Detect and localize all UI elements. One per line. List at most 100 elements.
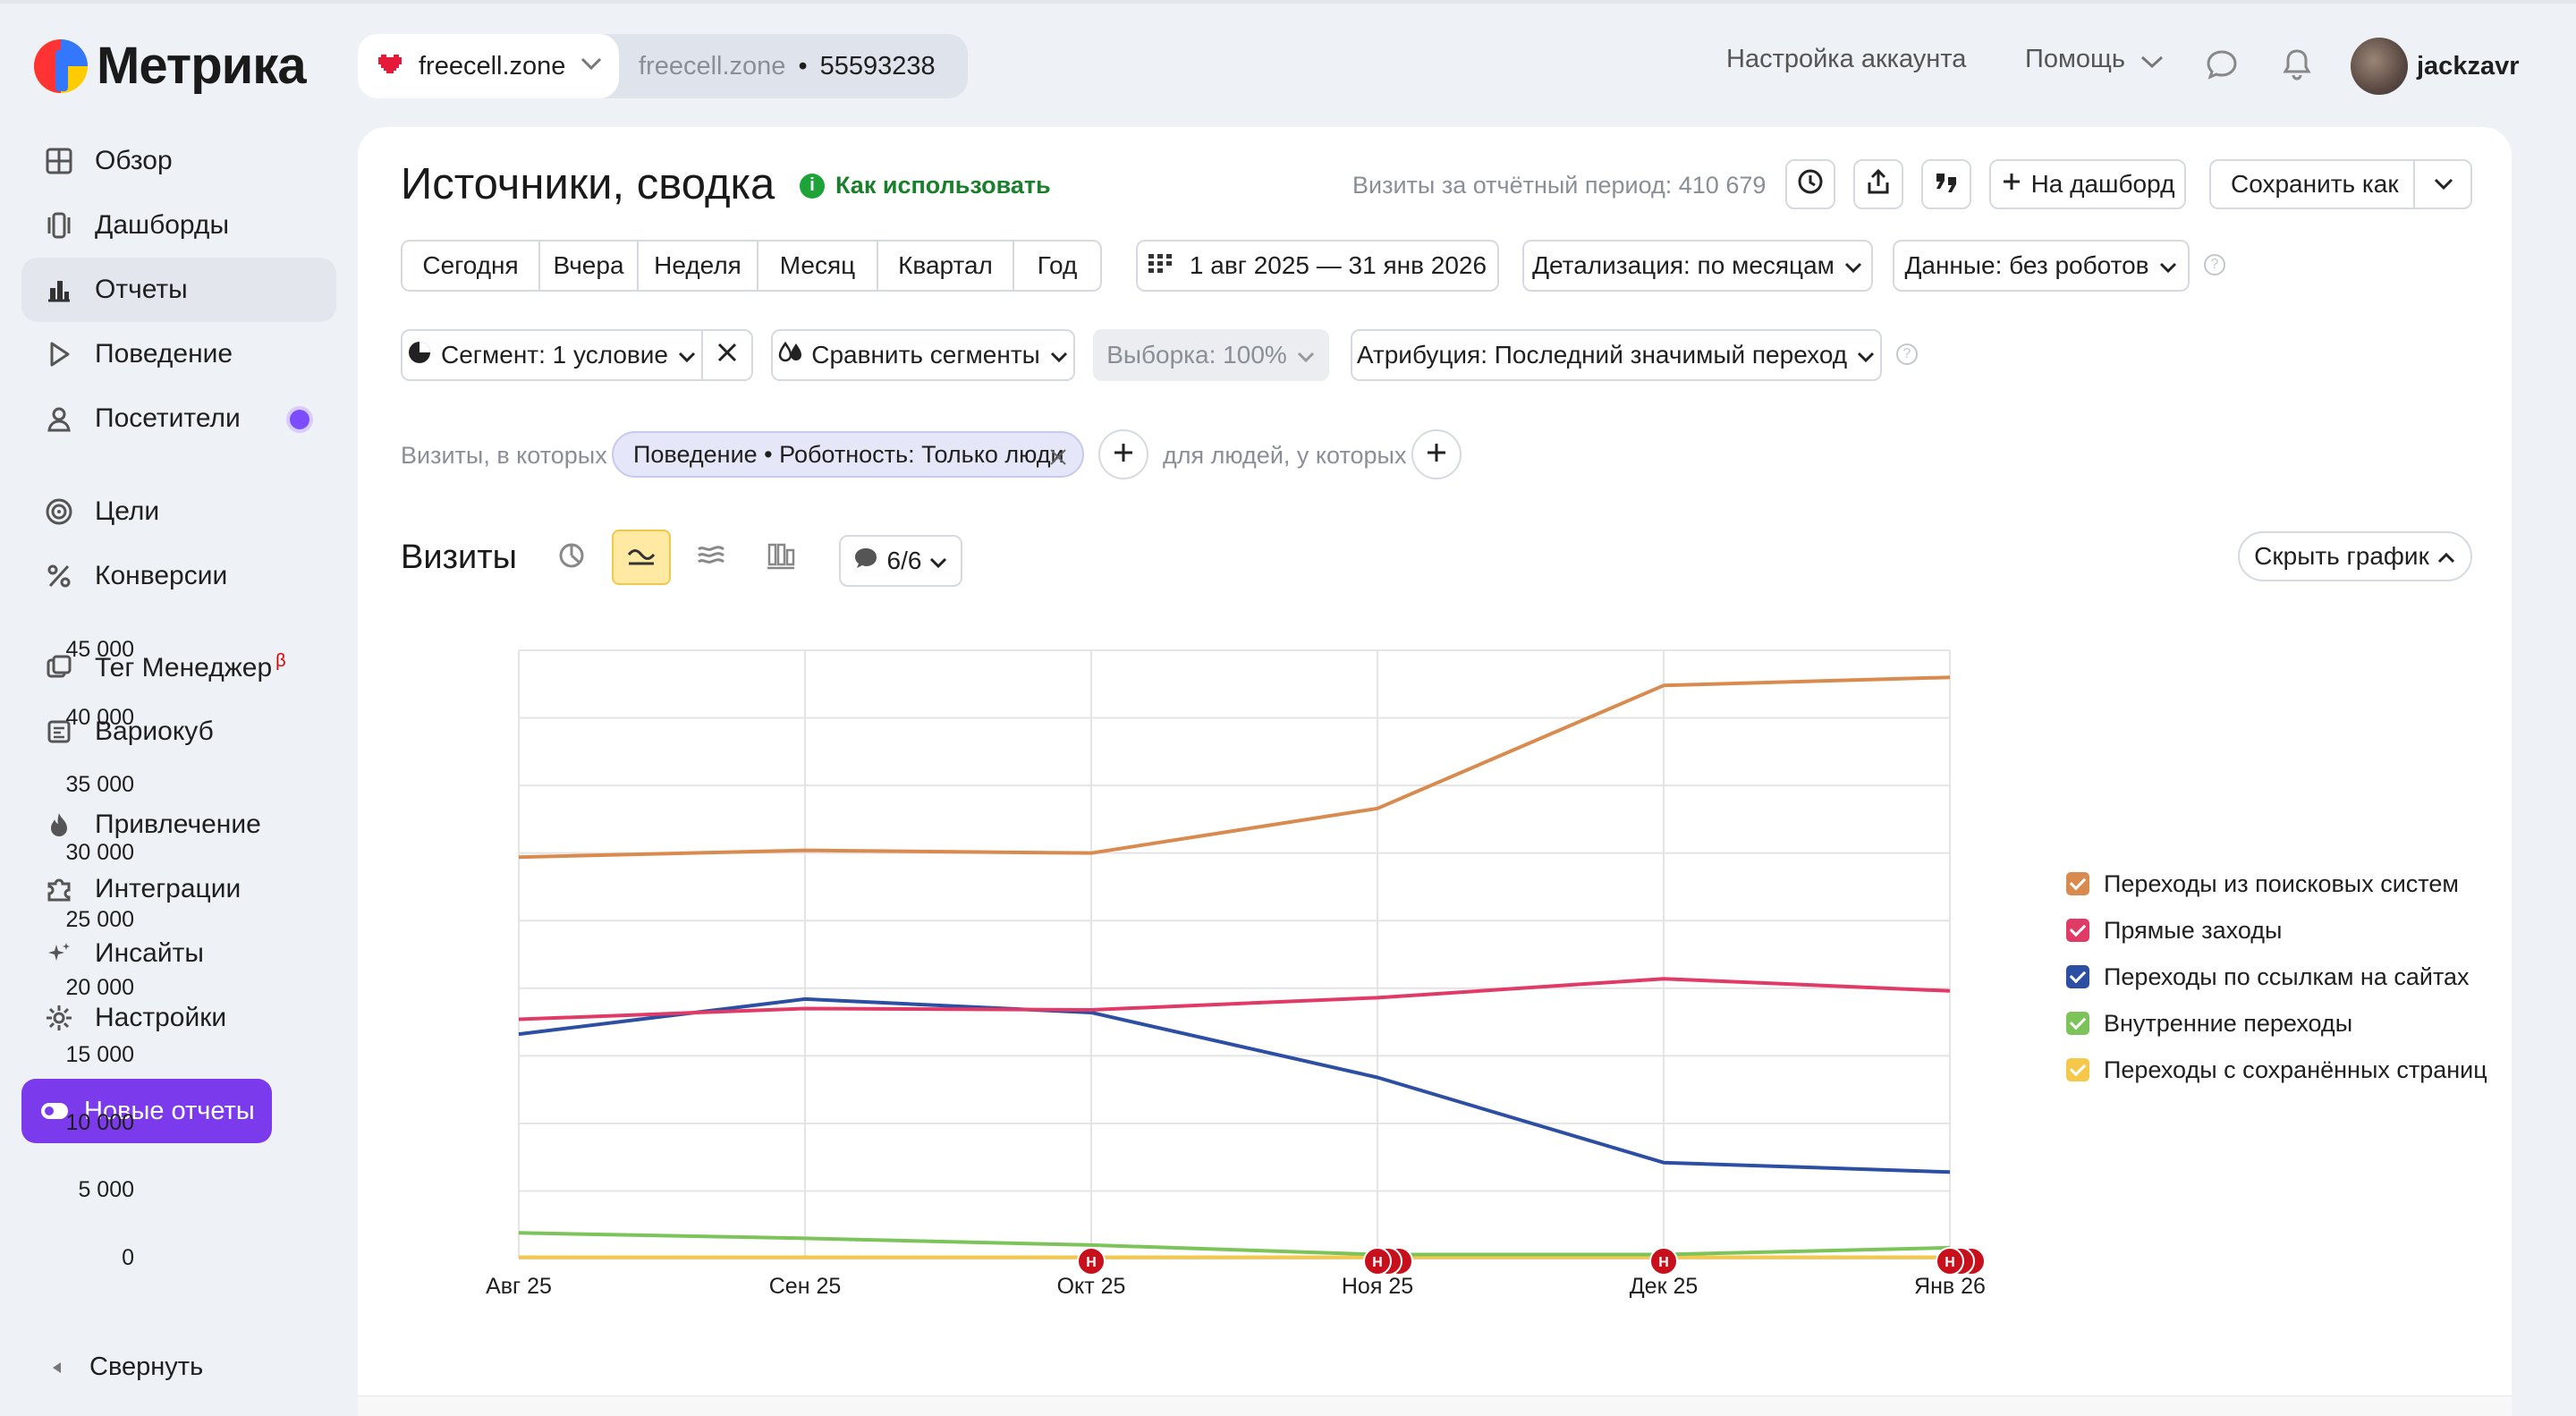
filter-chip[interactable]: Поведение • Роботность: Только люди: [612, 431, 1084, 478]
legend-checkbox-icon[interactable]: [2066, 965, 2089, 988]
sidebar-item-goals[interactable]: Цели: [21, 479, 336, 544]
sidebar-item-acquisition[interactable]: Привлечение: [21, 793, 336, 857]
sidebar-item-insights[interactable]: Инсайты: [21, 921, 336, 986]
how-to-use-label: Как использовать: [835, 172, 1051, 199]
chart-title: Визиты: [401, 538, 517, 576]
date-range-picker[interactable]: 1 авг 2025 — 31 янв 2026: [1136, 240, 1499, 292]
period-yesterday[interactable]: Вчера: [540, 242, 639, 290]
y-tick-label: 15 000: [65, 1042, 134, 1068]
export-button[interactable]: [1853, 159, 1903, 209]
chart-type-pie[interactable]: [542, 530, 601, 585]
legend-checkbox-icon[interactable]: [2066, 1058, 2089, 1081]
beta-badge: β: [275, 651, 286, 671]
how-to-use-link[interactable]: i Как использовать: [800, 172, 1051, 199]
legend-item[interactable]: Переходы с сохранённых страниц: [2066, 1054, 2531, 1086]
site-active-name: freecell.zone: [419, 51, 566, 81]
sidebar-item-dashboards[interactable]: Дашборды: [21, 193, 336, 258]
x-tick-label: Ноя 25: [1341, 1274, 1414, 1299]
period-week[interactable]: Неделя: [639, 242, 758, 290]
sidebar-item-variocube[interactable]: Вариокуб: [21, 700, 336, 764]
detail-dropdown[interactable]: Детализация: по месяцам: [1522, 240, 1873, 292]
logo[interactable]: Метрика: [32, 36, 307, 96]
chart-type-bar[interactable]: [751, 530, 810, 585]
add-visit-filter-button[interactable]: [1098, 429, 1148, 479]
new-reports-toggle[interactable]: Новые отчеты: [21, 1079, 272, 1143]
target-icon: [41, 494, 77, 530]
close-icon[interactable]: [1048, 445, 1068, 473]
sidebar-item-label: Отчеты: [95, 275, 188, 304]
chevron-down-icon: [1856, 341, 1876, 369]
sidebar-item-label: Тег Менеджер β: [95, 651, 286, 683]
help-icon[interactable]: ?: [2204, 254, 2225, 276]
date-range-label: 1 авг 2025 — 31 янв 2026: [1189, 251, 1487, 279]
add-people-filter-button[interactable]: [1411, 429, 1462, 479]
attribution-dropdown[interactable]: Атрибуция: Последний значимый переход: [1351, 329, 1882, 381]
sidebar-item-label: Поведение: [95, 339, 233, 369]
top-border: [0, 0, 2576, 4]
y-tick-label: 0: [122, 1245, 134, 1270]
chart-type-line[interactable]: [612, 530, 671, 585]
collapse-sidebar-button[interactable]: Свернуть: [50, 1352, 203, 1382]
logo-text: Метрика: [97, 37, 307, 95]
sidebar-item-settings[interactable]: Настройки: [21, 986, 336, 1050]
segment-label: Сегмент: 1 условие: [440, 341, 669, 369]
y-tick-label: 35 000: [65, 772, 134, 798]
help-chevron-icon[interactable]: [2140, 54, 2165, 74]
tag-manager-icon: [41, 649, 77, 685]
sidebar-item-conversions[interactable]: Конверсии: [21, 544, 336, 608]
chevron-down-icon[interactable]: [2413, 161, 2472, 208]
legend-checkbox-icon[interactable]: [2066, 872, 2089, 895]
avatar[interactable]: [2351, 38, 2408, 95]
legend-item[interactable]: Внутренние переходы: [2066, 1007, 2531, 1039]
quote-icon: [1933, 168, 1960, 201]
grid-icon: [41, 143, 77, 179]
sidebar-item-behavior[interactable]: Поведение: [21, 322, 336, 386]
sidebar-item-label: Посетители: [95, 403, 241, 433]
y-tick-label: 40 000: [65, 704, 134, 730]
chart-type-area[interactable]: [682, 530, 741, 585]
chevron-down-icon: [2158, 251, 2178, 280]
bell-icon[interactable]: [2283, 48, 2311, 85]
legend-item[interactable]: Переходы из поисковых систем: [2066, 868, 2531, 900]
help-menu[interactable]: Помощь: [2025, 45, 2126, 73]
chevron-down-icon[interactable]: [580, 55, 603, 76]
hide-chart-button[interactable]: Скрыть график: [2238, 531, 2472, 581]
chat-icon[interactable]: [2206, 48, 2238, 85]
period-month[interactable]: Месяц: [758, 242, 878, 290]
site-selector[interactable]: freecell.zone freecell.zone • 55593238: [358, 34, 968, 98]
legend-item[interactable]: Прямые заходы: [2066, 914, 2531, 946]
dashboards-icon: [41, 208, 77, 243]
legend-checkbox-icon[interactable]: [2066, 919, 2089, 942]
sidebar-item-tag-manager[interactable]: Тег Менеджер β: [21, 635, 336, 700]
sample-dropdown[interactable]: Выборка: 100%: [1093, 329, 1329, 381]
save-as-button[interactable]: Сохранить как: [2209, 159, 2472, 209]
period-today[interactable]: Сегодня: [402, 242, 540, 290]
filter-chip-label: Поведение • Роботность: Только люди: [633, 440, 1064, 468]
legend-checkbox-icon[interactable]: [2066, 1012, 2089, 1035]
compare-segments-button[interactable]: Сравнить сегменты: [771, 329, 1075, 381]
period-year[interactable]: Год: [1037, 251, 1078, 279]
history-button[interactable]: [1785, 159, 1835, 209]
comment-icon: [853, 546, 878, 577]
sidebar-item-reports[interactable]: Отчеты: [21, 258, 336, 322]
clear-segment-button[interactable]: [701, 329, 753, 381]
sidebar-item-visitors[interactable]: Посетители: [21, 386, 336, 451]
username[interactable]: jackzavr: [2417, 52, 2520, 81]
legend-item[interactable]: Переходы по ссылкам на сайтах: [2066, 961, 2531, 993]
account-settings-link[interactable]: Настройка аккаунта: [1726, 45, 1967, 73]
sidebar-item-label: Цели: [95, 496, 160, 526]
period-quarter[interactable]: Квартал: [878, 242, 1014, 290]
site-active[interactable]: freecell.zone: [358, 34, 619, 98]
data-filter-dropdown[interactable]: Данные: без роботов: [1893, 240, 2190, 292]
add-to-dashboard-button[interactable]: На дашборд: [1989, 159, 2186, 209]
help-icon[interactable]: ?: [1896, 343, 1918, 365]
annotations-dropdown[interactable]: 6/6: [839, 535, 962, 587]
sidebar-item-overview[interactable]: Обзор: [21, 129, 336, 193]
sidebar-item-integrations[interactable]: Интеграции: [21, 857, 336, 921]
hide-chart-label: Скрыть график: [2254, 542, 2429, 570]
sidebar-item-label: Дашборды: [95, 210, 229, 240]
compare-button[interactable]: [1921, 159, 1971, 209]
segment-dropdown[interactable]: Сегмент: 1 условие: [401, 329, 703, 381]
sidebar-item-label: Настройки: [95, 1003, 227, 1032]
site-other[interactable]: freecell.zone • 55593238: [639, 34, 936, 98]
